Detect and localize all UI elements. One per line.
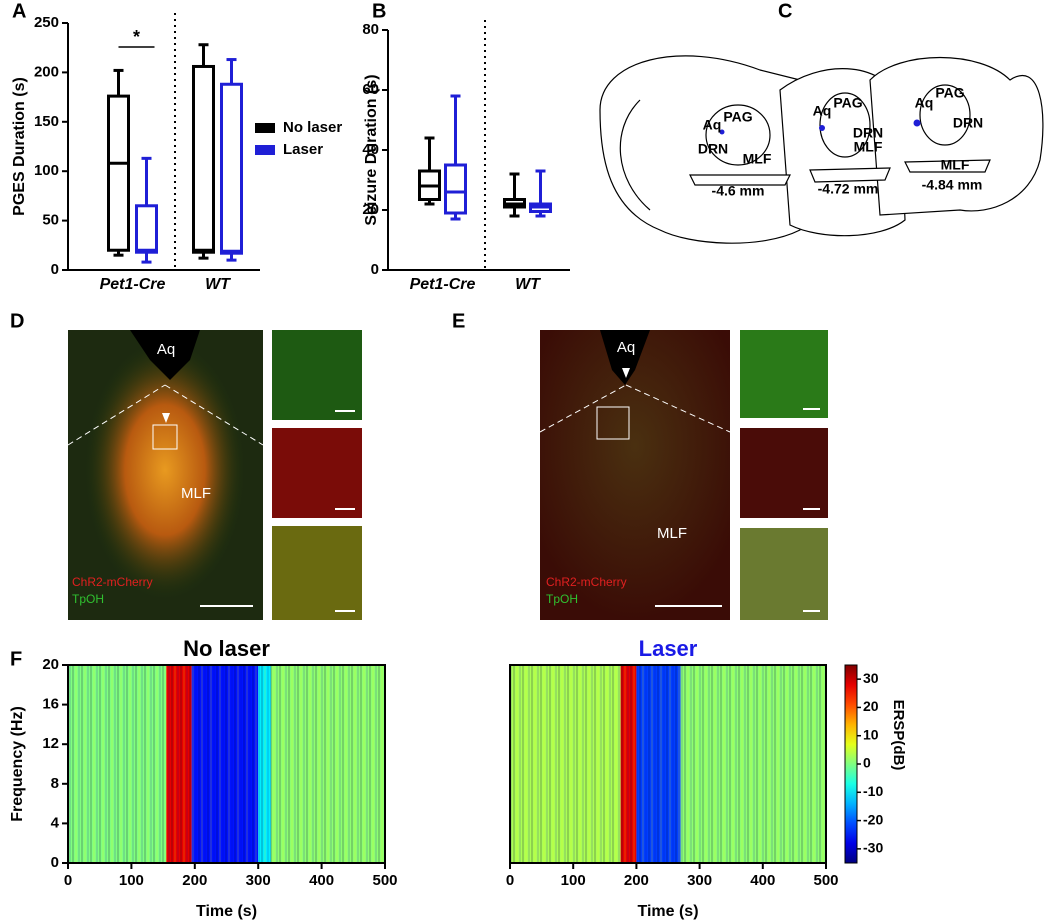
- box: [444, 163, 467, 215]
- box: [107, 94, 130, 252]
- x-tick-label: 500: [813, 872, 838, 889]
- region-label: Aq: [915, 95, 934, 111]
- y-tick-label: 16: [42, 696, 59, 713]
- panel-label: F: [10, 648, 22, 670]
- panel-label: E: [452, 310, 465, 332]
- y-axis-label: Frequency (Hz): [9, 706, 26, 822]
- region-label: DRN: [698, 141, 728, 157]
- structure-label: Aq: [617, 339, 635, 356]
- colorbar: [844, 664, 858, 864]
- texture: [510, 665, 826, 863]
- x-tick-label: 0: [64, 872, 72, 889]
- chart-title: Laser: [639, 636, 698, 661]
- region-label: MLF: [854, 139, 883, 155]
- legend-swatch: [255, 123, 275, 133]
- x-tick-label: 400: [750, 872, 775, 889]
- region-label: DRN: [953, 115, 983, 131]
- micrograph-d: [67, 330, 362, 620]
- x-tick-label: WT: [515, 276, 541, 293]
- box: [220, 82, 243, 255]
- region-label: PAG: [935, 85, 964, 101]
- stain-label: TpOH: [72, 592, 104, 606]
- x-tick-label: 200: [624, 872, 649, 889]
- region-label: MLF: [743, 151, 772, 167]
- x-tick-label: 300: [687, 872, 712, 889]
- x-tick-label: 300: [246, 872, 271, 889]
- micrograph-e: [539, 330, 828, 620]
- y-tick-label: 100: [34, 162, 59, 179]
- region-label: PAG: [833, 95, 862, 111]
- box: [135, 204, 158, 254]
- y-tick-label: 0: [371, 261, 379, 278]
- structure-label: Aq: [157, 341, 175, 358]
- x-tick-label: WT: [205, 276, 231, 293]
- region-label: Aq: [813, 103, 832, 119]
- stain-label: TpOH: [546, 592, 578, 606]
- panel-label: C: [778, 0, 792, 22]
- y-tick-label: 80: [362, 21, 379, 38]
- y-tick-label: 150: [34, 113, 59, 130]
- stain-label: ChR2-mCherry: [72, 575, 153, 589]
- x-axis-label: Time (s): [196, 903, 257, 920]
- x-tick-label: 200: [182, 872, 207, 889]
- structure-label: MLF: [657, 525, 687, 542]
- x-tick-label: Pet1-Cre: [410, 276, 476, 293]
- brain-sections: [599, 55, 1044, 244]
- colorbar-tick-label: 20: [863, 698, 879, 714]
- y-tick-label: 200: [34, 63, 59, 80]
- y-tick-label: 20: [362, 201, 379, 218]
- y-tick-label: 0: [51, 854, 59, 871]
- depth-label: -4.72 mm: [818, 181, 879, 197]
- chart-title: No laser: [183, 636, 270, 661]
- x-tick-label: Pet1-Cre: [100, 276, 166, 293]
- region-label: DRN: [853, 125, 883, 141]
- colorbar-label: ERSP(dB): [890, 700, 907, 771]
- colorbar-tick-label: -30: [863, 840, 883, 856]
- box: [192, 64, 215, 254]
- y-tick-label: 50: [42, 212, 59, 229]
- colorbar-tick-label: -20: [863, 811, 883, 827]
- y-tick-label: 20: [42, 656, 59, 673]
- colorbar-tick-label: 0: [863, 755, 871, 771]
- significance-label: *: [133, 27, 140, 47]
- texture: [68, 665, 385, 863]
- colorbar-tick-label: -10: [863, 783, 883, 799]
- region-label: MLF: [941, 157, 970, 173]
- region-label: Aq: [703, 117, 722, 133]
- x-tick-label: 400: [309, 872, 334, 889]
- legend-label: Laser: [283, 141, 323, 158]
- plot-frame: [67, 664, 386, 864]
- depth-label: -4.6 mm: [712, 183, 765, 199]
- x-tick-label: 0: [506, 872, 514, 889]
- y-tick-label: 40: [362, 141, 379, 158]
- colorbar-tick-label: 10: [863, 726, 879, 742]
- x-tick-label: 100: [561, 872, 586, 889]
- x-tick-label: 100: [119, 872, 144, 889]
- legend-swatch: [255, 145, 275, 155]
- y-axis-label: Seizure Duration (s): [363, 74, 380, 225]
- stain-label: ChR2-mCherry: [546, 575, 627, 589]
- y-tick-label: 0: [51, 261, 59, 278]
- y-tick-label: 12: [42, 735, 59, 752]
- panel-label: D: [10, 310, 24, 332]
- legend-label: No laser: [283, 119, 342, 136]
- y-tick-label: 8: [51, 775, 59, 792]
- y-axis-label: PGES Duration (s): [11, 77, 28, 216]
- region-label: PAG: [723, 109, 752, 125]
- panel-label: B: [372, 0, 386, 22]
- y-tick-label: 4: [51, 814, 60, 831]
- x-axis-label: Time (s): [637, 903, 698, 920]
- panel-label: A: [12, 0, 26, 22]
- structure-label: MLF: [181, 485, 211, 502]
- depth-label: -4.84 mm: [922, 177, 983, 193]
- y-tick-label: 250: [34, 14, 59, 31]
- colorbar-tick-label: 30: [863, 670, 879, 686]
- y-tick-label: 60: [362, 81, 379, 98]
- x-tick-label: 500: [372, 872, 397, 889]
- plot-frame: [509, 664, 827, 864]
